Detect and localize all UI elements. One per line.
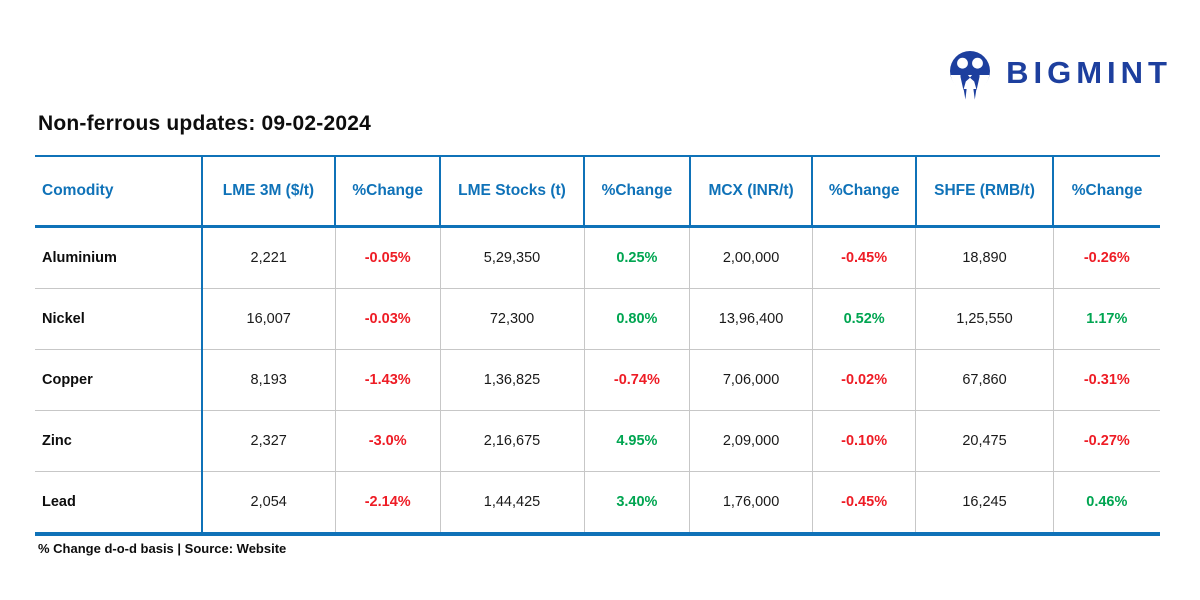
- change-value: 0.80%: [583, 288, 690, 350]
- change-value: -0.74%: [583, 349, 690, 411]
- price-value: 67,860: [915, 349, 1054, 411]
- price-value: 1,25,550: [915, 288, 1054, 350]
- change-value: -0.27%: [1052, 410, 1160, 472]
- price-value: 2,327: [200, 410, 336, 472]
- column-header-4: %Change: [583, 156, 690, 228]
- change-value: -0.10%: [811, 410, 916, 472]
- commodity-table: Comodity LME 3M ($/t) %Change LME Stocks (t…: [35, 155, 1160, 536]
- price-value: 2,16,675: [439, 410, 584, 472]
- price-value: 16,007: [200, 288, 336, 350]
- change-value: 4.95%: [583, 410, 690, 472]
- commodity-name: Copper: [35, 349, 202, 411]
- commodity-name: Lead: [35, 471, 202, 534]
- price-value: 20,475: [915, 410, 1054, 472]
- commodity-name: Nickel: [35, 288, 202, 350]
- price-value: 2,221: [200, 226, 336, 289]
- price-value: 13,96,400: [689, 288, 813, 350]
- table-row: Copper 8,193 -1.43% 1,36,825 -0.74% 7,06,000-…: [35, 349, 1160, 411]
- change-value: 0.46%: [1052, 471, 1160, 534]
- brand-wordmark: BIGMINT: [1006, 55, 1172, 90]
- bigmint-logo: BIGMINT: [949, 50, 1172, 101]
- column-header-2: %Change: [334, 156, 440, 228]
- change-value: -0.45%: [811, 471, 916, 534]
- change-value: 0.25%: [583, 226, 690, 289]
- column-header-0: Comodity: [35, 156, 202, 228]
- column-header-3: LME Stocks (t): [439, 156, 584, 228]
- price-value: 2,00,000: [689, 226, 813, 289]
- table-body: Aluminium 2,221 -0.05% 5,29,350 0.25% 2,00,00…: [35, 226, 1160, 534]
- page-title: Non-ferrous updates: 09-02-2024: [38, 112, 371, 135]
- table-row: Lead 2,054 -2.14% 1,44,425 3.40% 1,76,000 -0.4…: [35, 471, 1160, 534]
- column-header-1: LME 3M ($/t): [200, 156, 336, 228]
- price-value: 1,44,425: [439, 471, 584, 534]
- change-value: -0.05%: [334, 226, 440, 289]
- change-value: -0.45%: [811, 226, 916, 289]
- price-value: 2,09,000: [689, 410, 813, 472]
- change-value: 1.17%: [1052, 288, 1160, 350]
- change-value: -0.03%: [334, 288, 440, 350]
- price-value: 72,300: [439, 288, 584, 350]
- price-value: 2,054: [200, 471, 336, 534]
- change-value: 3.40%: [583, 471, 690, 534]
- change-value: -3.0%: [334, 410, 440, 472]
- change-value: -0.31%: [1052, 349, 1160, 411]
- change-value: -2.14%: [334, 471, 440, 534]
- column-header-8: %Change: [1052, 156, 1160, 228]
- column-header-6: %Change: [811, 156, 916, 228]
- change-value: -0.26%: [1052, 226, 1160, 289]
- commodity-name: Zinc: [35, 410, 202, 472]
- price-value: 8,193: [200, 349, 336, 411]
- commodity-name: Aluminium: [42, 250, 117, 266]
- bigmint-monogram-icon: [949, 50, 993, 101]
- price-value: 5,29,350: [439, 226, 584, 289]
- change-value: -0.02%: [811, 349, 916, 411]
- change-value: 0.52%: [811, 288, 916, 350]
- price-value: 1,76,000: [689, 471, 813, 534]
- table-row: Aluminium 2,221 -0.05% 5,29,350 0.25% 2,00,00…: [35, 226, 1160, 289]
- change-value: -1.43%: [334, 349, 440, 411]
- price-value: 1,36,825: [439, 349, 584, 411]
- price-value: 7,06,000: [689, 349, 813, 411]
- price-value: 16,245: [915, 471, 1054, 534]
- source-footnote: % Change d-o-d basis | Source: Website: [38, 541, 287, 556]
- table-row: Zinc 2,327 -3.0% 2,16,675 4.95% 2,09,000 -0.10…: [35, 410, 1160, 472]
- table-header: Comodity LME 3M ($/t) %Change LME Stocks (t…: [35, 156, 1160, 228]
- table-row: Nickel 16,007 -0.03% 72,300 0.80% 13,96,400 0.…: [35, 288, 1160, 350]
- price-value: 18,890: [915, 226, 1054, 289]
- column-header-7: SHFE (RMB/t): [914, 156, 1054, 228]
- column-header-5: MCX (INR/t): [688, 156, 813, 228]
- table-header-row: Comodity LME 3M ($/t) %Change LME Stocks (t…: [35, 156, 1160, 228]
